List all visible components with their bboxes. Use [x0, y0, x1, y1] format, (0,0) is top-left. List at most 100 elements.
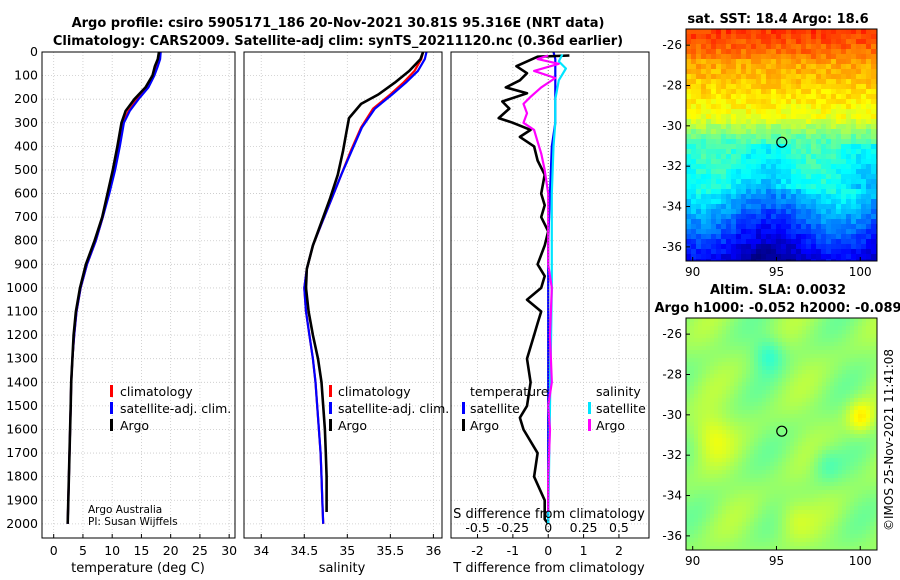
heatmap-cell: [806, 494, 811, 499]
heatmap-cell: [751, 59, 757, 65]
heatmap-cell: [854, 530, 859, 535]
heatmap-cell: [691, 179, 697, 185]
heatmap-cell: [690, 462, 695, 467]
heatmap-cell: [726, 530, 731, 535]
heatmap-cell: [850, 394, 855, 399]
heatmap-cell: [778, 398, 783, 403]
heatmap-cell: [801, 69, 807, 75]
heatmap-cell: [726, 244, 732, 250]
heatmap-cell: [786, 442, 791, 447]
heatmap-cell: [698, 470, 703, 475]
heatmap-cell: [830, 482, 835, 487]
sla-map-title-line2: Argo h1000: -0.052 h2000: -0.089: [654, 301, 900, 316]
heatmap-cell: [711, 44, 717, 50]
heatmap-cell: [870, 418, 875, 423]
heatmap-cell: [758, 450, 763, 455]
heatmap-cell: [870, 322, 875, 327]
heatmap-cell: [710, 366, 715, 371]
heatmap-cell: [846, 49, 852, 55]
heatmap-cell: [830, 458, 835, 463]
heatmap-cell: [866, 370, 871, 375]
heatmap-cell: [798, 406, 803, 411]
heatmap-cell: [866, 39, 872, 45]
heatmap-cell: [738, 418, 743, 423]
heatmap-cell: [686, 530, 691, 535]
heatmap-cell: [870, 402, 875, 407]
heatmap-cell: [770, 422, 775, 427]
heatmap-cell: [716, 149, 722, 155]
heatmap-cell: [866, 119, 872, 125]
heatmap-cell: [842, 542, 847, 547]
heatmap-cell: [801, 44, 807, 50]
heatmap-cell: [718, 346, 723, 351]
heatmap-cell: [746, 486, 751, 491]
heatmap-cell: [806, 224, 812, 230]
heatmap-cell: [718, 522, 723, 527]
heatmap-cell: [701, 69, 707, 75]
heatmap-cell: [811, 154, 817, 160]
heatmap-cell: [734, 402, 739, 407]
heatmap-cell: [846, 362, 851, 367]
x-tick-label: 20: [163, 543, 179, 558]
heatmap-cell: [871, 219, 877, 225]
heatmap-cell: [766, 438, 771, 443]
heatmap-cell: [722, 530, 727, 535]
heatmap-cell: [726, 322, 731, 327]
heatmap-cell: [806, 458, 811, 463]
heatmap-cell: [786, 79, 792, 85]
heatmap-cell: [822, 350, 827, 355]
heatmap-cell: [870, 486, 875, 491]
heatmap-cell: [734, 442, 739, 447]
heatmap-cell: [791, 194, 797, 200]
heatmap-cell: [810, 506, 815, 511]
heatmap-cell: [834, 542, 839, 547]
salinity-tick-labels: 34 34.5 35 35.5 36: [253, 534, 441, 558]
heatmap-cell: [770, 474, 775, 479]
heatmap-cell: [750, 422, 755, 427]
heatmap-cell: [702, 326, 707, 331]
heatmap-cell: [794, 338, 799, 343]
heatmap-cell: [754, 334, 759, 339]
heatmap-cell: [850, 446, 855, 451]
heatmap-cell: [782, 382, 787, 387]
heatmap-cell: [771, 219, 777, 225]
heatmap-cell: [701, 154, 707, 160]
heatmap-cell: [866, 502, 871, 507]
heatmap-cell: [770, 398, 775, 403]
heatmap-cell: [736, 64, 742, 70]
heatmap-cell: [851, 49, 857, 55]
heatmap-cell: [826, 139, 832, 145]
heatmap-cell: [810, 346, 815, 351]
heatmap-cell: [806, 470, 811, 475]
heatmap-cell: [771, 249, 777, 255]
heatmap-cell: [750, 346, 755, 351]
heatmap-cell: [736, 159, 742, 165]
heatmap-cell: [711, 89, 717, 95]
heatmap-cell: [706, 99, 712, 105]
heatmap-cell: [730, 498, 735, 503]
heatmap-cell: [690, 482, 695, 487]
heatmap-cell: [750, 490, 755, 495]
heatmap-cell: [761, 94, 767, 100]
heatmap-cell: [818, 346, 823, 351]
heatmap-cell: [698, 350, 703, 355]
heatmap-cell: [786, 194, 792, 200]
heatmap-cell: [726, 474, 731, 479]
heatmap-cell: [690, 438, 695, 443]
heatmap-cell: [856, 214, 862, 220]
heatmap-cell: [794, 354, 799, 359]
heatmap-cell: [862, 482, 867, 487]
heatmap-cell: [871, 229, 877, 235]
heatmap-cell: [751, 119, 757, 125]
heatmap-cell: [826, 418, 831, 423]
heatmap-cell: [742, 414, 747, 419]
heatmap-cell: [786, 526, 791, 531]
heatmap-cell: [790, 546, 795, 551]
heatmap-cell: [694, 438, 699, 443]
heatmap-cell: [862, 506, 867, 511]
heatmap-cell: [842, 438, 847, 443]
heatmap-cell: [846, 239, 852, 245]
heatmap-cell: [786, 462, 791, 467]
heatmap-cell: [722, 430, 727, 435]
heatmap-cell: [730, 362, 735, 367]
